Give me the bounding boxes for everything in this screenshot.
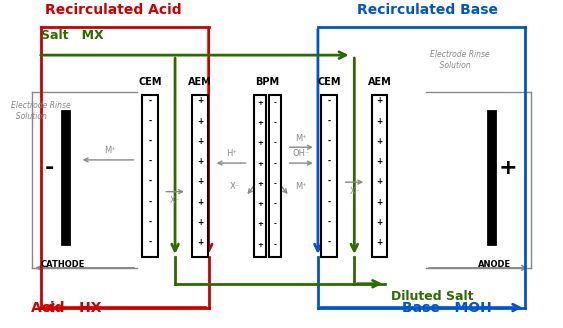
Text: BPM: BPM [256, 77, 280, 87]
Text: CATHODE: CATHODE [41, 260, 85, 269]
Text: -: - [148, 218, 151, 227]
Text: +: + [499, 158, 518, 178]
Bar [254, 95, 266, 257]
Text: Base   MOH: Base MOH [402, 301, 491, 316]
Text: AEM: AEM [189, 77, 212, 87]
Text: -: - [328, 238, 330, 247]
Text: OH⁻: OH⁻ [292, 149, 310, 158]
Text: +: + [197, 197, 203, 207]
Text: +: + [257, 161, 263, 167]
Text: +: + [257, 221, 263, 227]
Text: Recirculated Base: Recirculated Base [356, 3, 498, 17]
Text: -: - [148, 197, 151, 207]
Text: +: + [197, 96, 203, 105]
Text: Electrode Rinse
    Solution: Electrode Rinse Solution [430, 51, 490, 70]
Text: -: - [328, 96, 330, 105]
Text: -: - [328, 157, 330, 166]
Text: Salt   MX: Salt MX [41, 30, 103, 42]
Text: -: - [148, 96, 151, 105]
Text: M⁺: M⁺ [295, 134, 307, 143]
Text: +: + [257, 120, 263, 126]
Text: +: + [197, 177, 203, 186]
Bar [269, 95, 281, 257]
Text: Recirculated Acid: Recirculated Acid [45, 3, 182, 17]
Text: +: + [377, 137, 383, 146]
Bar [62, 111, 69, 244]
Text: +: + [257, 181, 263, 187]
Text: +: + [197, 137, 203, 146]
Text: -: - [148, 177, 151, 186]
Text: -: - [148, 137, 151, 146]
Text: -: - [328, 117, 330, 126]
Text: -: - [328, 177, 330, 186]
Bar [193, 95, 208, 257]
Text: CEM: CEM [138, 77, 162, 87]
Text: -: - [274, 181, 276, 187]
Text: +: + [377, 157, 383, 166]
Text: Electrode Rinse
  Solution: Electrode Rinse Solution [11, 101, 72, 121]
Bar [488, 111, 495, 244]
Text: CEM: CEM [318, 77, 341, 87]
Text: +: + [377, 177, 383, 186]
Text: +: + [197, 218, 203, 227]
Text: -: - [274, 100, 276, 106]
Text: ANODE: ANODE [478, 260, 511, 269]
Text: -: - [44, 158, 53, 178]
Text: +: + [377, 218, 383, 227]
Text: M⁺: M⁺ [104, 146, 115, 155]
Text: +: + [377, 117, 383, 126]
Text: Diluted Salt: Diluted Salt [391, 290, 473, 303]
Text: +: + [377, 96, 383, 105]
Text: -: - [328, 218, 330, 227]
Bar [372, 95, 387, 257]
Text: +: + [257, 140, 263, 146]
Text: -: - [148, 117, 151, 126]
Text: +: + [257, 201, 263, 207]
Text: X⁻: X⁻ [230, 182, 240, 192]
Text: M⁺: M⁺ [295, 182, 307, 192]
Text: AEM: AEM [368, 77, 391, 87]
Text: Acid   HX: Acid HX [30, 301, 101, 316]
Text: -: - [148, 157, 151, 166]
Text: -: - [274, 221, 276, 227]
Text: -: - [274, 242, 276, 248]
Text: X⁻: X⁻ [170, 196, 180, 205]
Text: -: - [274, 140, 276, 146]
Bar [321, 95, 337, 257]
Text: +: + [257, 100, 263, 106]
Text: +: + [377, 238, 383, 247]
Text: +: + [257, 242, 263, 248]
Text: -: - [274, 161, 276, 167]
Text: H⁺: H⁺ [226, 149, 236, 158]
Text: -: - [274, 201, 276, 207]
Text: +: + [197, 117, 203, 126]
Text: -: - [328, 137, 330, 146]
Text: +: + [377, 197, 383, 207]
Text: -: - [274, 120, 276, 126]
Bar [142, 95, 158, 257]
Text: +: + [197, 238, 203, 247]
Text: -: - [148, 238, 151, 247]
Text: X⁻: X⁻ [349, 187, 359, 196]
Text: +: + [197, 157, 203, 166]
Text: -: - [328, 197, 330, 207]
